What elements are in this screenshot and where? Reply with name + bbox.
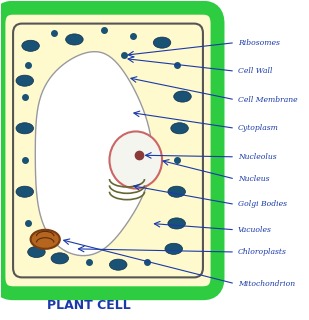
Text: Cytoplasm: Cytoplasm [238, 124, 279, 132]
Text: Golgi Bodies: Golgi Bodies [238, 200, 287, 208]
Ellipse shape [66, 34, 83, 45]
Text: Mitochondrion: Mitochondrion [238, 280, 295, 288]
Text: Nucleolus: Nucleolus [238, 153, 277, 161]
Text: Vacuoles: Vacuoles [238, 226, 272, 234]
Ellipse shape [16, 186, 33, 197]
Ellipse shape [174, 91, 191, 102]
Text: Ribosomes: Ribosomes [238, 39, 280, 47]
Ellipse shape [22, 40, 39, 51]
Ellipse shape [153, 37, 171, 48]
Ellipse shape [109, 259, 127, 270]
Ellipse shape [165, 243, 183, 254]
Ellipse shape [16, 123, 33, 134]
Text: PLANT CELL: PLANT CELL [47, 300, 131, 312]
Text: Chloroplasts: Chloroplasts [238, 248, 287, 256]
Ellipse shape [31, 230, 60, 249]
Text: Cell Membrane: Cell Membrane [238, 96, 298, 104]
Text: Nucleus: Nucleus [238, 175, 269, 183]
Polygon shape [35, 52, 152, 256]
Ellipse shape [168, 218, 185, 229]
Ellipse shape [16, 75, 33, 86]
Ellipse shape [109, 132, 162, 188]
Ellipse shape [28, 246, 45, 258]
Text: Cell Wall: Cell Wall [238, 67, 273, 75]
Ellipse shape [168, 186, 185, 197]
FancyBboxPatch shape [0, 8, 218, 293]
Ellipse shape [171, 123, 188, 134]
Ellipse shape [51, 253, 69, 264]
